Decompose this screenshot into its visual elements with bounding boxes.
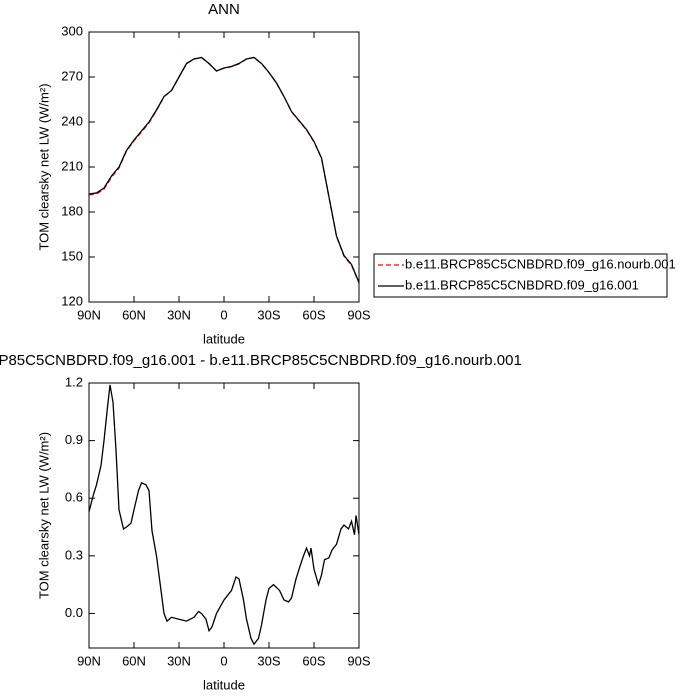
x-tick-label: 90S: [347, 307, 370, 322]
plot-frame: [88, 31, 360, 303]
y-tick-label: 240: [61, 113, 83, 128]
y-tick-label: 180: [61, 203, 83, 218]
data-line: [89, 56, 359, 284]
y-axis-label: TOM clearsky net LW (W/m²): [36, 432, 51, 599]
x-tick-label: 60N: [122, 307, 146, 322]
y-tick-label: 150: [61, 248, 83, 263]
data-line: [89, 384, 359, 646]
y-tick-label: 210: [61, 158, 83, 173]
x-axis-label: latitude: [203, 331, 245, 346]
y-tick-label: 0.0: [65, 605, 83, 620]
y-tick-label: 270: [61, 68, 83, 83]
x-tick-label: 60S: [302, 307, 325, 322]
legend-label: b.e11.BRCP85C5CNBDRD.f09_g16.nourb.001: [405, 256, 676, 271]
plot-frame: [88, 382, 360, 649]
x-tick-label: 30N: [167, 307, 191, 322]
chart-title: b.e11.BRCP85C5CNBDRD.f09_g16.001 - b.e11…: [0, 352, 522, 369]
x-tick-label: 30N: [167, 653, 191, 668]
y-tick-label: 0.6: [65, 490, 83, 505]
x-tick-label: 90N: [77, 307, 101, 322]
x-tick-label: 0: [220, 307, 227, 322]
y-tick-label: 0.3: [65, 547, 83, 562]
y-tick-label: 1.2: [65, 374, 83, 389]
legend-box: [373, 253, 668, 298]
y-axis-label: TOM clearsky net LW (W/m²): [36, 83, 51, 250]
x-tick-label: 90N: [77, 653, 101, 668]
x-tick-label: 60S: [302, 653, 325, 668]
x-tick-label: 30S: [257, 307, 280, 322]
y-tick-label: 120: [61, 293, 83, 308]
x-tick-label: 0: [220, 653, 227, 668]
x-tick-label: 90S: [347, 653, 370, 668]
y-tick-label: 0.9: [65, 432, 83, 447]
chart-title: ANN: [208, 1, 240, 18]
x-tick-label: 60N: [122, 653, 146, 668]
data-line: [89, 56, 359, 283]
y-tick-label: 300: [61, 23, 83, 38]
x-axis-label: latitude: [203, 677, 245, 692]
x-tick-label: 30S: [257, 653, 280, 668]
legend-label: b.e11.BRCP85C5CNBDRD.f09_g16.001: [405, 277, 639, 292]
